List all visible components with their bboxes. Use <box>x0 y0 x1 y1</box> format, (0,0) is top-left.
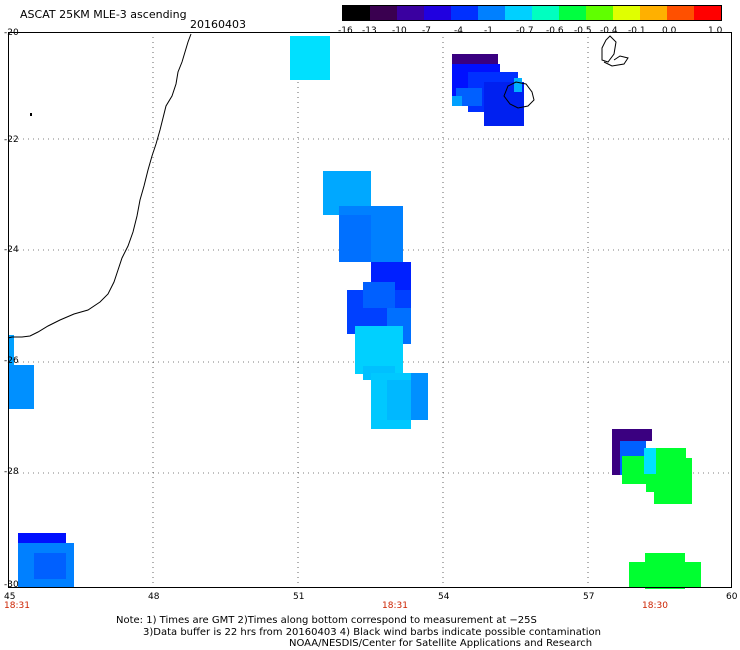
swath-cell <box>612 429 652 441</box>
lat-label: -22 <box>4 135 19 145</box>
time-label: 18:30 <box>642 601 668 611</box>
colorbar-stop <box>370 6 397 20</box>
colorbar-label: -4 <box>454 26 463 36</box>
lon-label: 48 <box>148 592 160 602</box>
colorbar-label: -0.7 <box>516 26 534 36</box>
colorbar-labels: -16 -13 -10 -7 -4 -1 -0.7 -0.6 -0.5 -0.4… <box>338 26 723 36</box>
lon-label: 51 <box>293 592 305 602</box>
colorbar-stop <box>532 6 559 20</box>
swath-cells <box>8 36 701 589</box>
swath-cell <box>363 282 395 308</box>
colorbar-stop <box>694 6 721 20</box>
map-title: ASCAT 25KM MLE-3 ascending <box>20 8 187 21</box>
map-date: 20160403 <box>190 18 246 31</box>
lat-label: -26 <box>4 356 19 366</box>
coastline <box>7 33 192 339</box>
swath-cell <box>644 448 656 474</box>
swath-cell <box>452 54 498 64</box>
swath-cell <box>411 373 428 420</box>
lat-label: -24 <box>4 245 19 255</box>
lon-label: 45 <box>4 592 16 602</box>
time-label: 18:31 <box>4 601 30 611</box>
swath-cell <box>34 553 66 579</box>
colorbar-stop <box>667 6 694 20</box>
swath-cell <box>387 380 411 420</box>
colorbar-stop <box>478 6 505 20</box>
colorbar-label: -7 <box>422 26 431 36</box>
footnote-line: 3)Data buffer is 22 hrs from 20160403 4)… <box>143 626 601 638</box>
swath-cell <box>18 533 66 543</box>
swath-cell <box>612 441 622 475</box>
colorbar-label: -0.1 <box>628 26 646 36</box>
swath-cell <box>452 96 462 106</box>
colorbar-label: -16 <box>338 26 353 36</box>
island-outline <box>503 81 535 109</box>
colorbar-stop <box>397 6 424 20</box>
colorbar-stop <box>586 6 613 20</box>
footnote: Note: 1) Times are GMT 2)Times along bot… <box>116 615 601 650</box>
colorbar-stop <box>343 6 370 20</box>
swath-cell <box>456 88 482 106</box>
lat-label: -30 <box>4 580 19 590</box>
swath-cell <box>290 36 330 80</box>
colorbar-label: -10 <box>392 26 407 36</box>
islet <box>30 113 32 116</box>
map-grid <box>8 32 732 588</box>
colorbar-stop <box>613 6 640 20</box>
swath-cell <box>339 215 371 262</box>
footnote-line: NOAA/NESDIS/Center for Satellite Applica… <box>289 638 593 649</box>
colorbar-stop <box>640 6 667 20</box>
colorbar-stop <box>505 6 532 20</box>
lat-label: -20 <box>4 28 19 38</box>
colorbar-label: -0.5 <box>574 26 592 36</box>
colorbar-label: 1.0 <box>708 26 723 36</box>
map-frame <box>8 32 732 588</box>
lon-label: 57 <box>583 592 595 602</box>
colorbar-stop <box>559 6 586 20</box>
colorbar-label: 0.0 <box>662 26 677 36</box>
time-label: 18:31 <box>382 601 408 611</box>
lat-label: -28 <box>4 467 19 477</box>
colorbar <box>342 5 722 21</box>
colorbar-stop <box>451 6 478 20</box>
swath-cell <box>8 365 34 409</box>
colorbar-label: -13 <box>362 26 377 36</box>
swath-cell <box>8 335 14 365</box>
swath-cell <box>629 562 701 588</box>
colorbar-label: -1 <box>484 26 493 36</box>
colorbar-label: -0.4 <box>600 26 618 36</box>
footnote-line: Note: 1) Times are GMT 2)Times along bot… <box>116 615 537 626</box>
lon-label: 54 <box>438 592 450 602</box>
island-outline <box>601 35 629 67</box>
colorbar-label: -0.6 <box>546 26 564 36</box>
lon-label: 60 <box>726 592 738 602</box>
swath-cell <box>654 458 692 504</box>
swath-cell <box>622 456 646 484</box>
swath-cell <box>514 78 522 92</box>
colorbar-stop <box>424 6 451 20</box>
